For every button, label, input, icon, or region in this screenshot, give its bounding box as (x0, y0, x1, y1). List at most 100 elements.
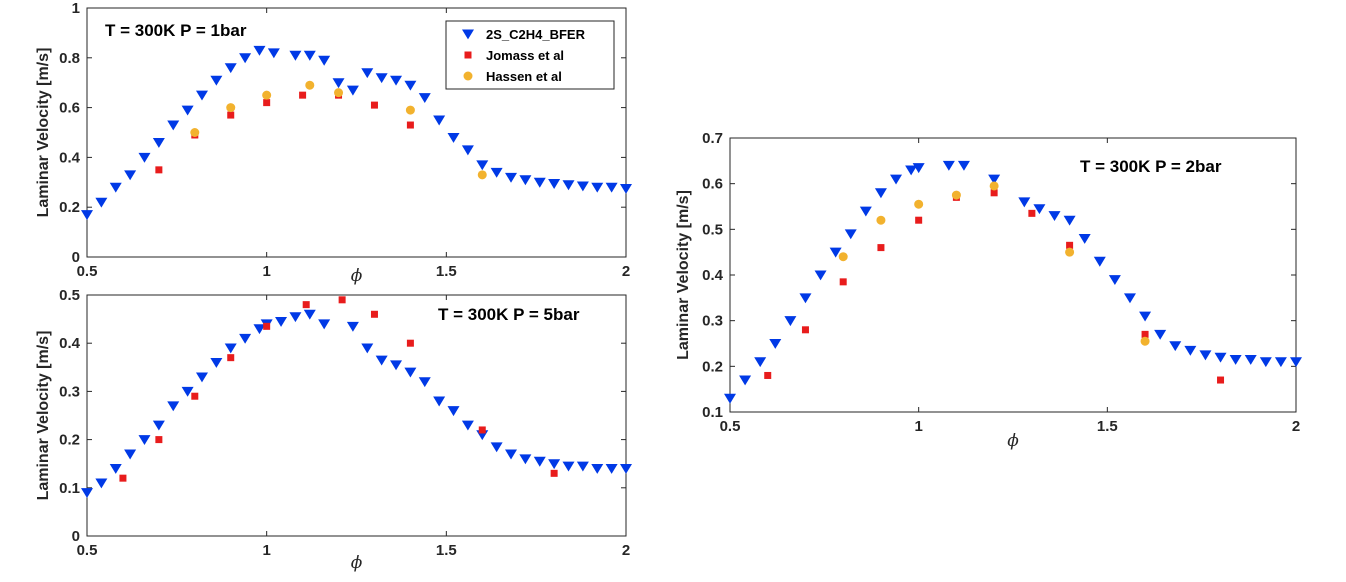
data-point (370, 101, 378, 109)
data-point (591, 182, 604, 193)
data-point (109, 464, 122, 474)
data-point (404, 80, 417, 91)
data-point (227, 354, 235, 362)
data-point (303, 50, 316, 61)
y-tick-label: 0.6 (59, 100, 80, 117)
data-point (302, 301, 310, 309)
data-point (859, 206, 872, 217)
data-point (548, 179, 561, 189)
series-2s-c2h4-bfer (81, 309, 632, 499)
legend: 2S_C2H4_BFER Jomass et al Hassen et al (445, 20, 615, 90)
data-point (576, 181, 589, 192)
data-point (988, 174, 1001, 185)
data-point (1139, 311, 1152, 322)
data-point (338, 296, 346, 304)
data-point (476, 160, 489, 171)
data-point (332, 78, 345, 89)
legend-marker (462, 29, 474, 40)
data-point (1290, 357, 1302, 368)
x-tick-label: 0.5 (77, 263, 98, 280)
plot-area-frame (729, 137, 1297, 413)
x-tick-label: 0.5 (77, 542, 98, 559)
data-point (957, 160, 970, 171)
data-point (562, 461, 575, 472)
data-point (505, 172, 518, 183)
data-point (942, 160, 955, 171)
data-point (839, 278, 847, 286)
x-tick-label: 1 (262, 542, 270, 559)
data-point (181, 105, 194, 116)
data-point (769, 339, 782, 349)
data-point (303, 309, 316, 320)
x-tick-label: 2 (622, 542, 630, 559)
y-tick-label: 0.3 (702, 313, 723, 330)
data-point (433, 115, 446, 126)
data-point (1078, 233, 1091, 244)
data-point (989, 181, 999, 191)
data-point (433, 396, 446, 407)
data-point (404, 367, 417, 378)
chart-panel-p3: 0.5 1 1.5 2 0.1 0.2 0.3 0.4 0.5 0.6 0.7 ϕ Laminar Ve… (675, 130, 1302, 451)
data-point (1259, 357, 1272, 368)
series-jomass-et-al (764, 189, 1225, 384)
y-tick-label: 0.3 (59, 383, 80, 400)
data-point (124, 170, 137, 181)
data-point (548, 459, 561, 470)
data-point (190, 128, 200, 137)
data-point (1063, 215, 1076, 226)
data-point (1066, 241, 1074, 249)
legend-label: Hassen et al (486, 69, 562, 84)
data-point (764, 371, 772, 379)
y-tick-label: 0.6 (702, 176, 723, 193)
data-point (109, 182, 122, 193)
y-tick-label: 0.4 (59, 149, 81, 166)
y-axis-title: Laminar Velocity [m/s] (675, 190, 692, 360)
data-point (191, 392, 199, 400)
data-point (874, 188, 887, 199)
data-point (1199, 350, 1212, 361)
y-tick-label: 0.5 (702, 221, 723, 238)
data-point (346, 85, 359, 96)
data-point (1229, 354, 1242, 365)
data-point (1184, 345, 1197, 356)
legend-marker (463, 71, 473, 81)
data-point (124, 449, 137, 460)
data-point (210, 75, 223, 86)
data-point (1154, 329, 1167, 340)
plot-area-frame (86, 7, 627, 258)
data-point (799, 293, 812, 304)
legend-label: Jomass et al (486, 48, 564, 63)
y-tick-label: 1 (72, 0, 80, 17)
y-axis-title: Laminar Velocity [m/s] (35, 331, 52, 501)
data-point (138, 435, 151, 445)
data-point (390, 360, 403, 371)
data-point (915, 216, 923, 224)
series-hassen-et-al (190, 80, 487, 180)
series-2s-c2h4-bfer (724, 160, 1302, 404)
data-point (375, 73, 388, 84)
data-point (406, 339, 414, 347)
chart-panel-p1: 0.5 1 1.5 2 0 0.2 0.4 0.6 0.8 1 ϕ Laminar Velocity … (35, 0, 632, 286)
series-jomass-et-al (119, 296, 558, 482)
data-point (155, 166, 163, 174)
x-tick-label: 1.5 (436, 542, 457, 559)
data-point (224, 63, 237, 74)
y-tick-label: 0.2 (702, 358, 723, 375)
legend-label: 2S_C2H4_BFER (486, 27, 586, 42)
data-point (914, 199, 924, 209)
data-point (1140, 336, 1150, 346)
data-point (1214, 352, 1227, 363)
data-point (1033, 204, 1046, 215)
data-point (405, 105, 415, 115)
data-point (155, 436, 163, 444)
data-point (490, 167, 503, 178)
data-point (533, 177, 546, 188)
y-tick-label: 0 (72, 249, 80, 266)
data-point (1093, 256, 1106, 267)
x-axis-title: ϕ (351, 553, 363, 573)
y-tick-label: 0.7 (702, 130, 723, 147)
data-point (318, 319, 331, 330)
data-point (289, 312, 302, 323)
data-point (461, 420, 474, 431)
y-tick-label: 0.8 (59, 50, 80, 67)
